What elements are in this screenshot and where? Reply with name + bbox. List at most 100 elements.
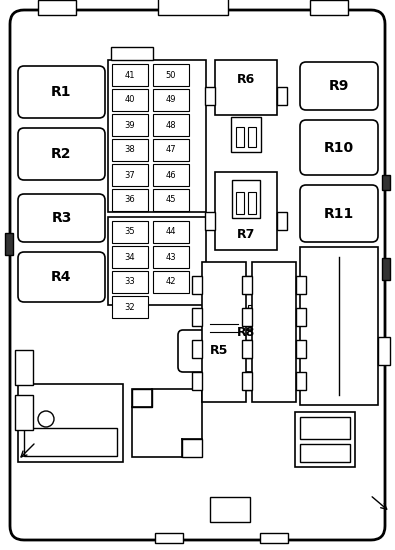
Bar	[132, 389, 202, 457]
Bar	[192, 340, 202, 358]
Bar	[38, 0, 76, 15]
Bar	[112, 221, 148, 243]
Bar	[182, 439, 202, 457]
Bar	[111, 47, 153, 60]
Text: 45: 45	[166, 195, 176, 205]
Text: 50: 50	[166, 70, 176, 80]
FancyBboxPatch shape	[18, 252, 105, 302]
Bar	[192, 276, 202, 294]
Text: R10: R10	[324, 140, 354, 155]
Bar	[246, 340, 256, 358]
Bar	[112, 271, 148, 293]
Bar	[300, 417, 350, 439]
Bar	[112, 296, 148, 318]
Bar	[153, 64, 189, 86]
Text: 32: 32	[125, 302, 135, 311]
Bar	[300, 444, 350, 462]
Text: 40: 40	[125, 96, 135, 104]
Text: R9: R9	[329, 79, 349, 93]
Bar	[15, 395, 33, 430]
Bar	[202, 262, 246, 402]
Bar	[246, 372, 256, 390]
Bar	[5, 233, 13, 255]
Text: R2: R2	[51, 147, 72, 161]
Text: 33: 33	[125, 278, 135, 287]
Text: R5: R5	[210, 344, 228, 358]
Bar	[153, 271, 189, 293]
Text: 34: 34	[125, 252, 135, 261]
Bar	[158, 0, 228, 15]
FancyBboxPatch shape	[300, 62, 378, 110]
Text: R8: R8	[237, 327, 255, 339]
Bar	[155, 533, 183, 543]
Bar	[296, 372, 306, 390]
Bar	[300, 247, 378, 405]
Bar	[192, 372, 202, 390]
Bar	[192, 308, 202, 326]
Text: R1: R1	[51, 85, 72, 99]
Text: 38: 38	[125, 146, 135, 155]
Text: R3: R3	[51, 211, 71, 225]
FancyBboxPatch shape	[300, 120, 378, 175]
Bar	[382, 175, 390, 190]
Text: 37: 37	[125, 170, 135, 179]
Bar	[248, 192, 256, 214]
Bar	[215, 172, 277, 250]
Bar	[231, 117, 261, 152]
Bar	[112, 89, 148, 111]
Bar	[153, 139, 189, 161]
FancyBboxPatch shape	[18, 128, 105, 180]
FancyBboxPatch shape	[178, 330, 260, 372]
Text: R4: R4	[51, 270, 72, 284]
Text: R7: R7	[237, 228, 255, 241]
Text: 46: 46	[166, 170, 176, 179]
Bar	[112, 114, 148, 136]
Bar	[215, 287, 277, 345]
Bar	[246, 276, 256, 294]
Bar	[248, 305, 256, 319]
Bar	[108, 60, 206, 212]
Bar	[277, 317, 287, 333]
Bar	[112, 139, 148, 161]
Bar	[295, 412, 355, 467]
Bar	[236, 127, 244, 147]
Bar	[205, 317, 215, 333]
Text: 48: 48	[166, 120, 176, 129]
Bar	[248, 127, 256, 147]
Bar	[382, 258, 390, 280]
Text: 43: 43	[166, 252, 176, 261]
Bar	[242, 308, 252, 326]
Bar	[378, 337, 390, 365]
Text: 42: 42	[166, 278, 176, 287]
Bar	[242, 276, 252, 294]
Bar	[215, 60, 277, 115]
Bar	[310, 0, 348, 15]
Bar	[210, 497, 250, 522]
Bar	[296, 340, 306, 358]
FancyBboxPatch shape	[300, 185, 378, 242]
Text: 39: 39	[125, 120, 135, 129]
Bar	[24, 428, 117, 456]
Bar	[132, 389, 152, 407]
Bar	[15, 350, 33, 385]
Text: 47: 47	[166, 146, 176, 155]
Bar	[242, 340, 252, 358]
Bar	[232, 180, 260, 218]
Bar	[232, 293, 260, 323]
Bar	[153, 246, 189, 268]
Bar	[112, 189, 148, 211]
Bar	[236, 192, 244, 214]
Bar	[112, 164, 148, 186]
Bar	[296, 276, 306, 294]
Text: 36: 36	[125, 195, 135, 205]
Bar	[242, 372, 252, 390]
Bar	[205, 87, 215, 105]
Bar	[108, 217, 206, 305]
Text: 35: 35	[125, 228, 135, 236]
Text: R11: R11	[324, 206, 354, 221]
Bar	[153, 221, 189, 243]
FancyBboxPatch shape	[10, 10, 385, 540]
Bar	[112, 246, 148, 268]
Bar	[277, 87, 287, 105]
FancyBboxPatch shape	[18, 194, 105, 242]
